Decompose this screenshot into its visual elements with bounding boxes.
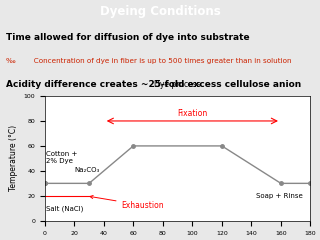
Text: ‰        Concentration of dye in fiber is up to 500 times greater than in soluti: ‰ Concentration of dye in fiber is up to… <box>6 58 292 64</box>
Text: Acidity difference creates ~25-fold excess cellulose anion: Acidity difference creates ~25-fold exce… <box>6 80 302 89</box>
Text: Fixation: Fixation <box>177 109 207 119</box>
Text: Time allowed for diffusion of dye into substrate: Time allowed for diffusion of dye into s… <box>6 33 250 42</box>
Text: Soap + Rinse: Soap + Rinse <box>256 193 302 199</box>
Text: Na₂CO₃: Na₂CO₃ <box>74 167 100 173</box>
Text: Exhaustion: Exhaustion <box>90 195 164 210</box>
Text: Dye process: Dye process <box>154 79 201 89</box>
Text: Salt (NaCl): Salt (NaCl) <box>46 206 84 212</box>
Text: Cotton +
2% Dye: Cotton + 2% Dye <box>46 151 78 164</box>
Text: Dyeing Conditions: Dyeing Conditions <box>100 6 220 18</box>
Y-axis label: Temperature (°C): Temperature (°C) <box>9 125 18 192</box>
